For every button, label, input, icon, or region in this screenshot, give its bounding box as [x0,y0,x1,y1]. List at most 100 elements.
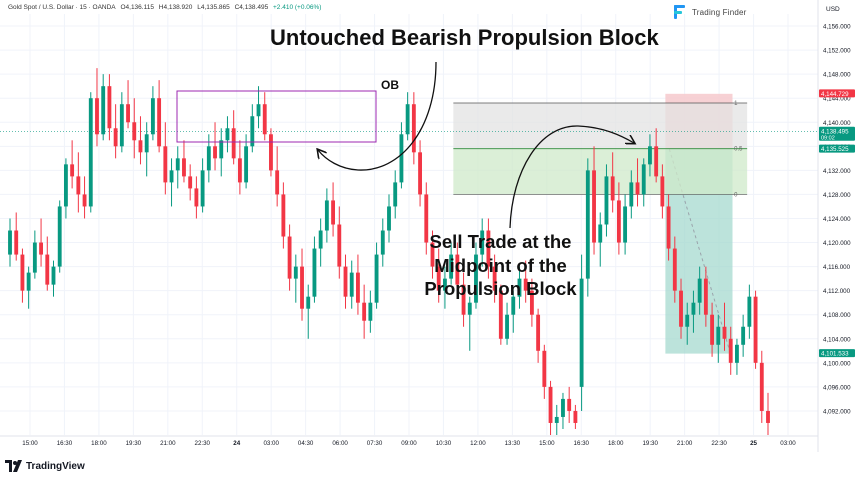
candle [610,152,615,213]
candle [449,242,454,285]
y-tick-label: 4,152.000 [823,48,851,55]
candle [703,266,708,327]
candle [399,122,404,189]
candle-body [250,116,255,147]
candle [362,284,367,339]
candle [747,284,752,339]
candle [685,302,690,345]
candle [150,86,155,141]
y-tick-label: 4,144.000 [823,96,851,103]
change-value: +2.410 (+0.06%) [273,4,322,11]
price-tag [819,89,855,98]
candle [107,74,112,141]
candle [157,80,162,153]
candle-body [312,248,317,297]
candle [269,128,273,177]
candle [585,158,590,297]
candle-body [480,230,485,255]
candle-body [76,176,81,195]
price-tag-label: 4,135.525 [821,146,849,153]
candle [374,242,379,309]
candle [51,260,56,297]
price-tag-label: 4,144.729 [821,91,849,98]
candle-body [623,206,628,243]
tradingview-logo: TradingView [5,460,85,472]
candle-body [14,230,19,255]
candle-body [269,134,273,171]
candle [604,164,609,237]
candle [548,380,553,435]
candle-body [660,176,665,207]
y-tick-label: 4,092.000 [823,408,851,415]
candle-body [567,398,572,411]
candle [287,224,292,291]
candle [387,194,391,243]
candle-body [703,278,708,315]
x-tick-label: 22:30 [711,440,727,447]
candle-body [293,266,298,279]
candle-body [648,146,652,165]
candle-body [666,206,671,249]
candle-body [610,176,615,201]
candle [76,152,81,213]
candle-body [449,254,454,279]
x-tick-label: 13:30 [505,440,521,447]
trading-finder-icon [674,5,685,19]
x-tick-label: 22:30 [195,440,211,447]
tradingview-label: TradingView [26,460,85,472]
candle [660,164,665,219]
candle [654,128,659,183]
candle [250,104,255,153]
candle [200,158,205,213]
candle [144,122,149,177]
x-tick-label: 19:30 [642,440,658,447]
candle [82,176,87,219]
candle-body [766,410,770,423]
candle [318,218,323,267]
propulsion-upper-zone [453,103,748,149]
price-tag-label: 4,138.495 [821,128,849,135]
candle [641,158,646,207]
candle-body [95,98,99,135]
candle-body [598,224,603,243]
high-value: H4,138.920 [158,4,193,11]
y-tick-label: 4,140.000 [823,120,851,127]
candle-body [356,272,360,303]
candle-body [281,194,286,237]
candle-body [741,326,746,345]
candle-body [641,164,646,195]
candle-body [573,410,578,423]
candle [517,266,522,309]
candle [300,248,304,321]
candle-body [244,146,249,183]
candle [697,266,702,315]
candle-body [107,86,112,129]
candle-body [424,194,429,243]
candle-body [561,398,565,417]
propulsion-lower-zone [453,148,748,195]
candle-body [101,86,106,135]
candle-body [157,98,162,147]
price-tag [819,144,855,153]
candle-body [362,302,367,321]
x-tick-label: 25 [750,440,757,447]
candle-body [411,104,416,153]
candle [32,230,37,279]
x-tick-label: 16:30 [574,440,590,447]
candle-body [88,98,93,207]
candle [411,92,416,165]
candle-body [387,206,391,231]
trading-finder-logo: Trading Finder [672,2,790,22]
candle-body [144,134,149,153]
x-tick-label: 19:30 [126,440,142,447]
x-tick-label: 18:00 [608,440,624,447]
candle-body [337,224,342,267]
candle-body [70,164,75,177]
candle-body [697,278,702,303]
candle-body [486,230,491,267]
candle-body [374,254,379,303]
candle-body [318,230,323,249]
fib-level-label: 1 [734,101,738,107]
candle-body [300,266,304,309]
